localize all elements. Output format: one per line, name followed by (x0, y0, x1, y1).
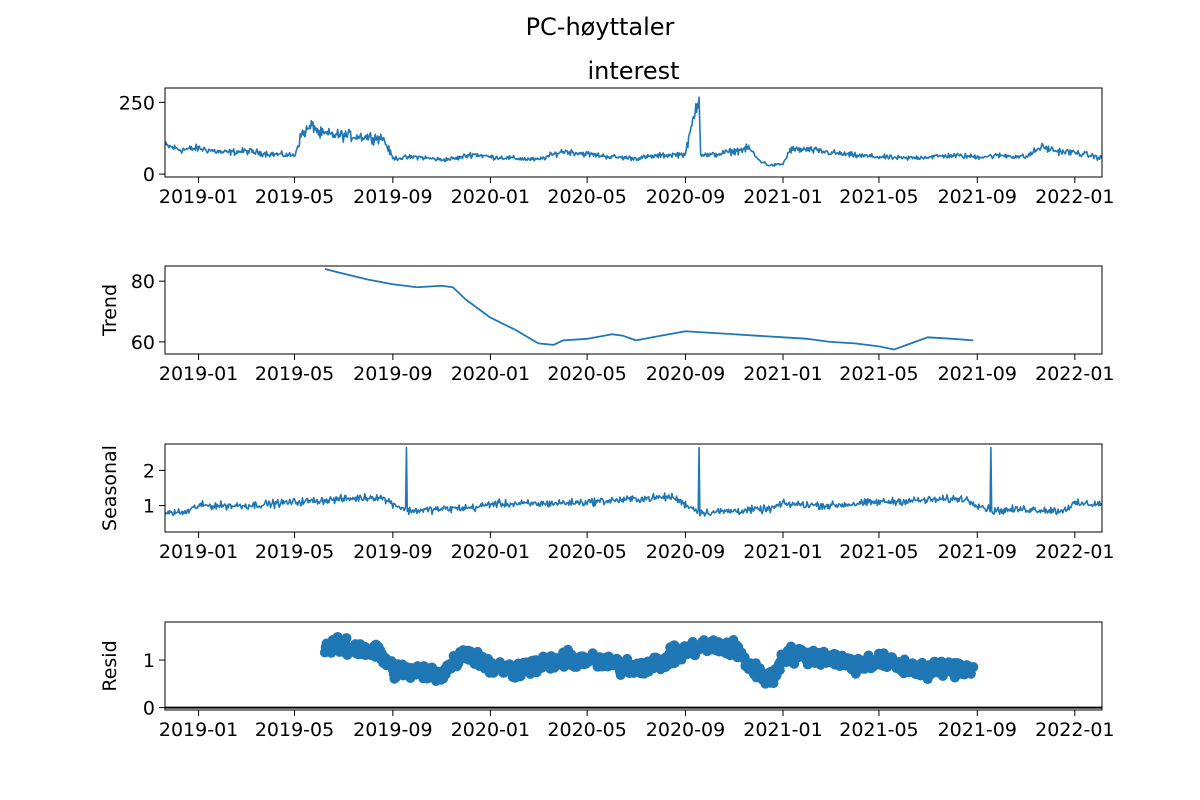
plot-area (324, 268, 974, 351)
axes-frame (164, 87, 1103, 178)
resid-point (968, 661, 979, 672)
axes-frame (164, 443, 1103, 533)
x-tick-label: 2021-01 (743, 363, 822, 385)
x-tick-label: 2021-09 (938, 541, 1017, 563)
resid-point (341, 633, 352, 644)
x-tick-label: 2020-01 (451, 363, 530, 385)
x-tick-label: 2019-05 (255, 363, 334, 385)
x-tick-label: 2021-09 (938, 186, 1017, 208)
x-tick-label: 2022-01 (1035, 363, 1114, 385)
x-tick-label: 2022-01 (1035, 186, 1114, 208)
x-tick-label: 2019-09 (353, 186, 432, 208)
x-tick-label: 2021-01 (743, 719, 822, 741)
y-tick-label: 2 (143, 460, 155, 482)
x-tick-label: 2021-05 (839, 363, 918, 385)
x-tick-label: 2021-09 (938, 719, 1017, 741)
x-tick-label: 2019-01 (159, 186, 238, 208)
plot-area (165, 96, 1102, 167)
subplot-2: Trend 60 80 2019-01 2019-05 2019-09 2020-01 202… (99, 265, 1115, 385)
x-tick-label: 2021-01 (743, 541, 822, 563)
x-tick-label: 2021-05 (839, 541, 918, 563)
y-tick-label: 80 (131, 271, 155, 293)
x-tick-label: 2020-09 (646, 541, 725, 563)
plot-area (319, 631, 979, 689)
x-tick-label: 2020-01 (451, 541, 530, 563)
x-tick-label: 2021-05 (839, 719, 918, 741)
x-tick-label: 2022-01 (1035, 719, 1114, 741)
y-tick-label: 1 (143, 650, 155, 672)
x-tick-label: 2019-09 (353, 541, 432, 563)
figure-suptitle: PC-høyttaler (526, 13, 675, 41)
x-tick-label: 2021-05 (839, 186, 918, 208)
x-tick-label: 2019-01 (159, 719, 238, 741)
y-tick-label: 1 (143, 496, 155, 518)
x-tick-label: 2019-09 (353, 363, 432, 385)
subplot-panels: interest 0 250 2019-01 2019-05 2019-09 2020-01… (99, 57, 1115, 741)
x-tick-label: 2020-09 (646, 363, 725, 385)
y-tick-label: 0 (143, 164, 155, 186)
y-axis-label: Seasonal (99, 445, 121, 531)
x-tick-label: 2021-09 (938, 363, 1017, 385)
axes-frame (164, 265, 1103, 355)
x-tick-label: 2020-05 (547, 186, 626, 208)
axes-frame (164, 621, 1103, 711)
x-tick-label: 2020-05 (547, 363, 626, 385)
x-tick-label: 2020-09 (646, 719, 725, 741)
x-tick-label: 2020-05 (547, 719, 626, 741)
x-tick-label: 2019-05 (255, 541, 334, 563)
series-line-seasonal (165, 446, 1102, 517)
subplot-title: interest (587, 57, 679, 85)
y-tick-label: 0 (143, 698, 155, 720)
subplot-4: Resid 0 1 2019-01 2019-05 2019-09 2020-01 2020-… (99, 621, 1115, 741)
plot-area (165, 446, 1102, 517)
series-line-trend (324, 268, 974, 351)
x-tick-label: 2021-01 (743, 186, 822, 208)
x-tick-label: 2019-05 (255, 186, 334, 208)
x-tick-label: 2020-01 (451, 186, 530, 208)
x-tick-label: 2022-01 (1035, 541, 1114, 563)
y-axis-label: Resid (99, 640, 121, 691)
subplot-1: interest 0 250 2019-01 2019-05 2019-09 2020-01… (119, 57, 1115, 208)
subplot-3: Seasonal 1 2 2019-01 2019-05 2019-09 2020-01 20… (99, 443, 1115, 563)
x-tick-label: 2019-09 (353, 719, 432, 741)
x-tick-label: 2020-01 (451, 719, 530, 741)
x-tick-label: 2019-05 (255, 719, 334, 741)
x-tick-label: 2019-01 (159, 541, 238, 563)
series-line-interest (165, 96, 1102, 167)
x-tick-label: 2020-09 (646, 186, 725, 208)
y-axis-label: Trend (99, 284, 121, 337)
y-tick-label: 60 (131, 332, 155, 354)
x-tick-label: 2020-05 (547, 541, 626, 563)
y-tick-label: 250 (119, 92, 155, 114)
x-tick-label: 2019-01 (159, 363, 238, 385)
